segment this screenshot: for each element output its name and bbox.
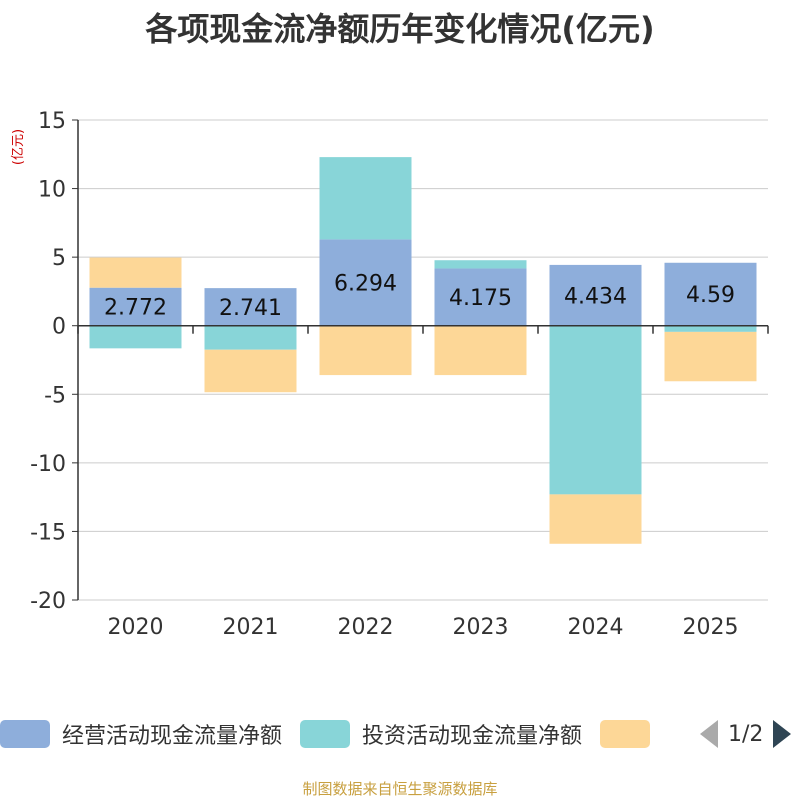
bar-2025-series-0 [664,262,757,326]
bar-2025-series-1 [664,325,757,332]
source-note: 制图数据来自恒生聚源数据库 [302,780,498,798]
bar-2022-series-1 [319,157,412,240]
legend-item-financing[interactable] [600,720,662,748]
data-label-2021: 2.741 [219,296,282,321]
pager-page-indicator: 1/2 [728,721,764,747]
y-tick-label-5: 5 [52,246,66,271]
bar-2024-series-2 [549,494,642,544]
legend: 经营活动现金流量净额 投资活动现金流量净额 [0,712,800,756]
legend-swatch-investing [300,720,351,748]
legend-item-operating[interactable]: 经营活动现金流量净额 [0,718,282,750]
bar-2023-series-1 [434,260,527,269]
bar-2022-series-0 [319,239,412,326]
legend-label-operating: 经营活动现金流量净额 [62,724,283,749]
data-labels: 2.772 2.741 6.294 4.175 4.434 4.59 [104,272,735,321]
data-label-2025: 4.59 [686,283,735,308]
bar-2021-series-2 [204,349,297,393]
tick-labels: 15 10 5 0 -5 -10 -15 -20 2020 2021 2022 2023 2024 202… [30,109,738,640]
data-label-2020: 2.772 [104,296,167,321]
y-tick-label--20: -20 [30,589,66,614]
pager-next-icon[interactable] [773,720,792,748]
y-tick-label-0: 0 [52,315,66,340]
y-tick-label-15: 15 [38,109,66,134]
bar-2022-series-2 [319,325,412,376]
bar-2021-series-0 [204,288,297,326]
y-axis-unit-label: (亿元) [11,129,26,165]
legend-item-investing[interactable]: 投资活动现金流量净额 [300,718,582,750]
bar-2020-series-0 [89,287,182,326]
y-tick-label--5: -5 [44,383,66,408]
x-tick-label-2022: 2022 [338,615,394,640]
x-tick-label-2021: 2021 [223,615,279,640]
x-tick-label-2024: 2024 [568,615,624,640]
bar-2025-series-2 [664,331,757,382]
bar-series [89,157,757,544]
bar-2024-series-0 [549,264,642,326]
y-tick-label-10: 10 [38,178,66,203]
legend-swatch-operating [0,720,50,748]
chart-title: 各项现金流净额历年变化情况(亿元) [145,10,655,48]
bar-2020-series-1 [89,325,182,349]
bar-2024-series-1 [549,325,642,495]
pager-prev-icon[interactable] [700,720,718,748]
x-tick-label-2025: 2025 [683,615,739,640]
legend-pager: 1/2 [700,712,792,756]
bar-2023-series-2 [434,325,527,376]
data-label-2022: 6.294 [334,272,397,297]
x-tick-label-2023: 2023 [453,615,509,640]
axes [72,119,769,601]
y-tick-label--15: -15 [30,520,66,545]
legend-label-investing: 投资活动现金流量净额 [362,724,583,749]
bar-2023-series-0 [434,268,527,326]
x-tick-label-2020: 2020 [108,615,164,640]
data-label-2024: 4.434 [564,284,627,309]
data-label-2023: 4.175 [449,286,512,311]
bar-2020-series-2 [89,257,182,288]
y-tick-label--10: -10 [30,452,66,477]
bar-2021-series-1 [204,325,297,350]
legend-swatch-financing [600,720,651,748]
